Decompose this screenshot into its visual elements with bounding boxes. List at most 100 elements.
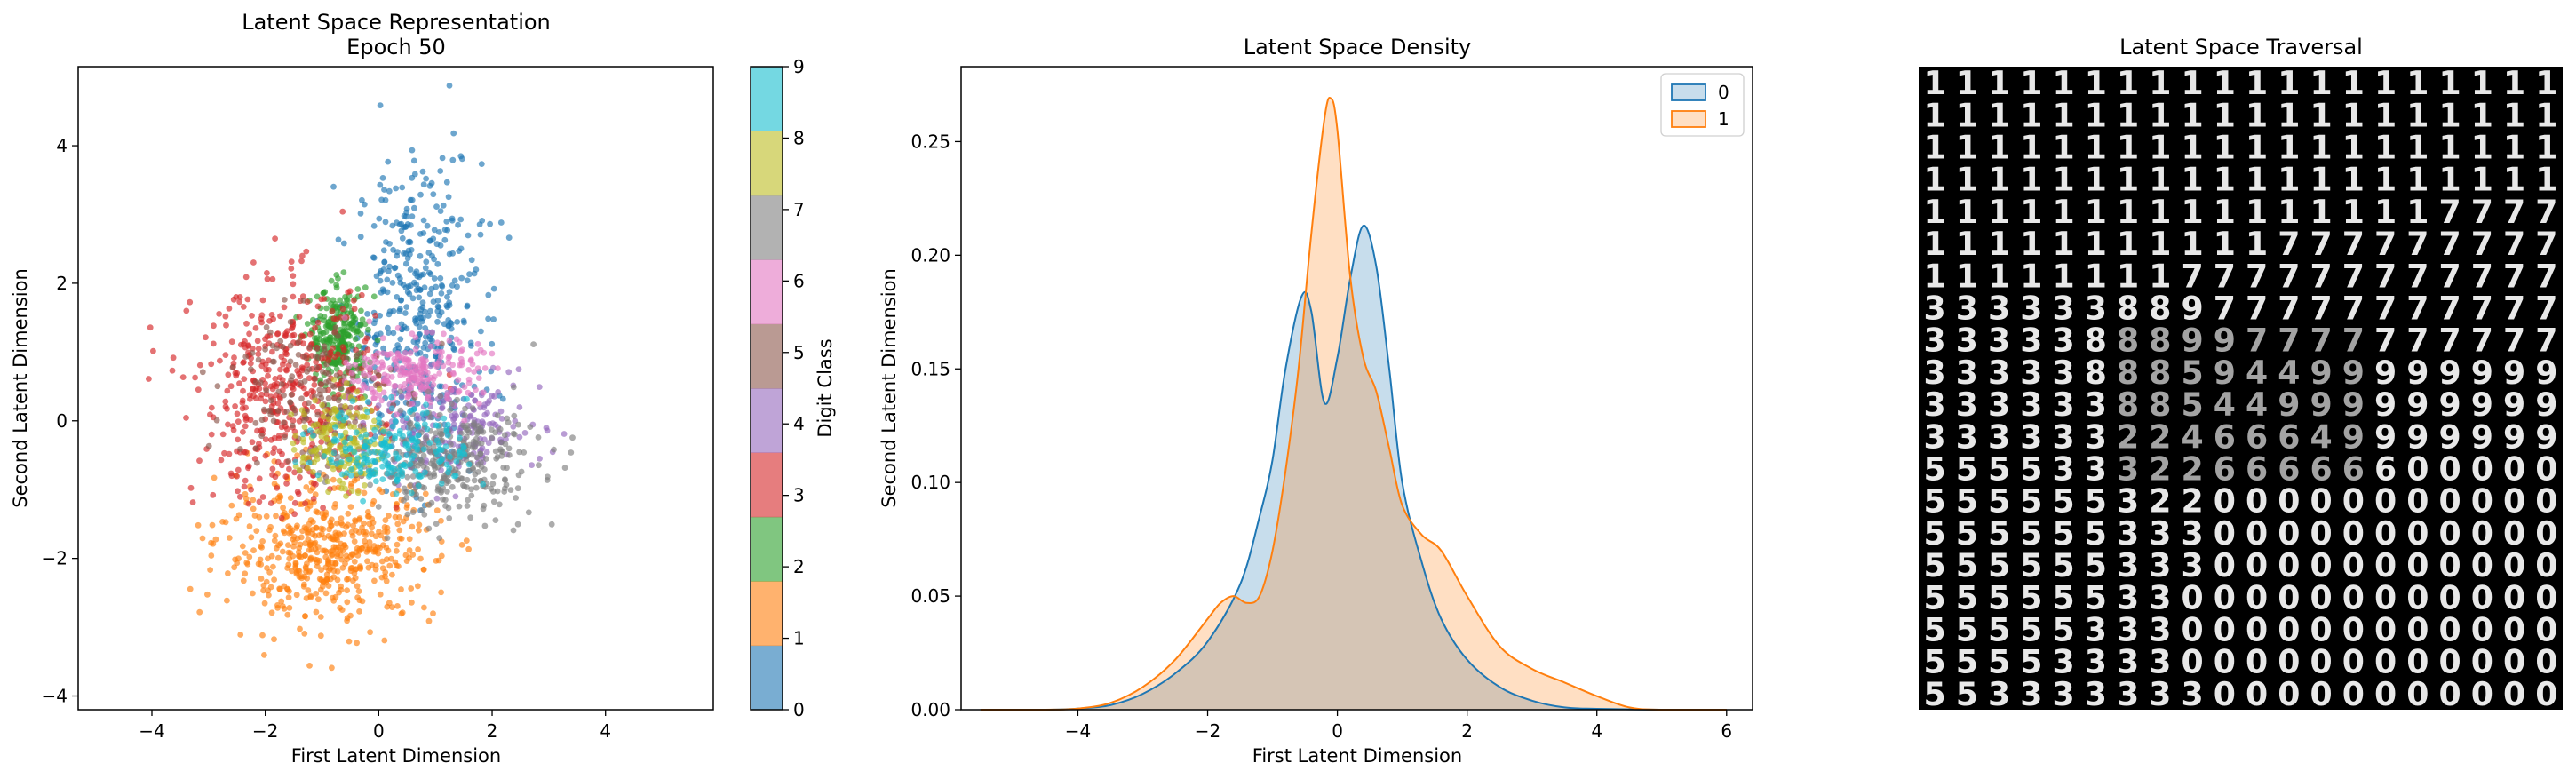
scatter-point — [330, 536, 338, 543]
scatter-point — [427, 343, 434, 350]
scatter-point — [396, 535, 403, 542]
traversal-digit: 0 — [2471, 675, 2493, 713]
scatter-point — [275, 542, 282, 549]
scatter-point — [300, 340, 306, 347]
traversal-digit: 5 — [2020, 450, 2042, 489]
traversal-digit: 0 — [2214, 643, 2236, 681]
scatter-point — [349, 532, 356, 539]
scatter-point — [306, 427, 314, 434]
traversal-digit: 2 — [2149, 450, 2171, 489]
traversal-digit: 6 — [2310, 450, 2333, 489]
scatter-point — [399, 184, 406, 191]
traversal-digit: 7 — [2246, 257, 2268, 295]
scatter-point — [441, 227, 449, 233]
traversal-digit: 1 — [2246, 129, 2268, 167]
traversal-digit: 9 — [2439, 417, 2461, 456]
scatter-point — [379, 476, 386, 482]
traversal-digit: 3 — [2053, 450, 2075, 489]
scatter-point — [348, 481, 354, 487]
scatter-point — [514, 521, 521, 528]
scatter-point — [418, 506, 425, 513]
traversal-digit: 0 — [2342, 611, 2365, 649]
scatter-point — [392, 513, 399, 521]
traversal-digit: 1 — [2214, 193, 2236, 231]
scatter-point — [380, 428, 387, 435]
scatter-point — [441, 236, 449, 243]
scatter-point — [486, 421, 493, 427]
scatter-point — [481, 476, 488, 483]
traversal-digit: 2 — [2149, 417, 2171, 456]
traversal-digit: 1 — [1924, 96, 1946, 134]
scatter-point — [385, 352, 392, 358]
scatter-point — [250, 497, 257, 504]
scatter-point — [264, 565, 270, 571]
traversal-digit: 5 — [1956, 514, 1978, 552]
scatter-point — [473, 350, 481, 357]
scatter-point — [414, 315, 421, 322]
traversal-digit: 3 — [1956, 322, 1978, 360]
density-y-tick-label: 0.20 — [910, 244, 950, 266]
scatter-point — [314, 411, 322, 418]
scatter-point — [409, 523, 416, 530]
scatter-point — [338, 409, 345, 417]
density-y-ticks: 0.000.050.100.150.200.25 — [910, 131, 961, 720]
scatter-point — [395, 454, 402, 461]
traversal-digit: 0 — [2535, 643, 2557, 681]
scatter-point — [472, 397, 478, 404]
scatter-point — [300, 431, 306, 438]
traversal-digit: 1 — [2439, 64, 2461, 102]
scatter-point — [395, 563, 402, 569]
scatter-point — [411, 279, 417, 286]
scatter-point — [258, 417, 266, 424]
scatter-point — [458, 155, 465, 163]
scatter-point — [292, 458, 299, 465]
traversal-digit: 1 — [1956, 257, 1978, 295]
scatter-point — [568, 449, 575, 456]
scatter-point — [370, 457, 377, 465]
scatter-point — [378, 397, 386, 404]
scatter-point — [363, 335, 370, 342]
scatter-point — [282, 332, 289, 338]
traversal-digit: 1 — [2342, 96, 2365, 134]
traversal-digit: 5 — [1956, 546, 1978, 584]
traversal-digit: 7 — [2439, 257, 2461, 295]
traversal-digit: 7 — [2471, 257, 2493, 295]
traversal-digit: 4 — [2246, 386, 2268, 424]
scatter-point — [332, 593, 339, 600]
scatter-point — [336, 415, 343, 421]
scatter-point — [281, 605, 288, 612]
traversal-digit: 0 — [2246, 546, 2268, 584]
colorbar-segment — [751, 645, 783, 711]
traversal-digit: 7 — [2503, 257, 2525, 295]
scatter-point — [352, 362, 359, 368]
scatter-point — [360, 497, 366, 505]
scatter-point — [327, 425, 333, 433]
scatter-point — [284, 425, 290, 433]
scatter-point — [430, 298, 437, 305]
traversal-digit: 4 — [2278, 354, 2300, 392]
traversal-digit: 8 — [2117, 322, 2139, 360]
scatter-point — [324, 478, 331, 485]
scatter-point — [366, 449, 373, 457]
scatter-point — [396, 527, 403, 534]
scatter-point — [314, 557, 321, 563]
traversal-digit: 3 — [2182, 546, 2204, 584]
scatter-point — [362, 384, 369, 391]
traversal-digit: 1 — [2439, 96, 2461, 134]
scatter-point — [216, 311, 223, 317]
scatter-point — [437, 208, 444, 215]
scatter-point — [273, 513, 279, 520]
scatter-point — [440, 362, 447, 370]
scatter-point — [224, 387, 231, 394]
scatter-point — [302, 500, 308, 507]
traversal-digit: 0 — [2439, 514, 2461, 552]
traversal-digit: 0 — [2342, 514, 2365, 552]
traversal-digit: 1 — [2310, 96, 2333, 134]
scatter-point — [285, 542, 291, 548]
scatter-point — [370, 394, 378, 401]
scatter-point — [385, 158, 392, 165]
scatter-point — [409, 330, 416, 338]
scatter-point — [346, 638, 353, 645]
scatter-point — [332, 324, 339, 331]
